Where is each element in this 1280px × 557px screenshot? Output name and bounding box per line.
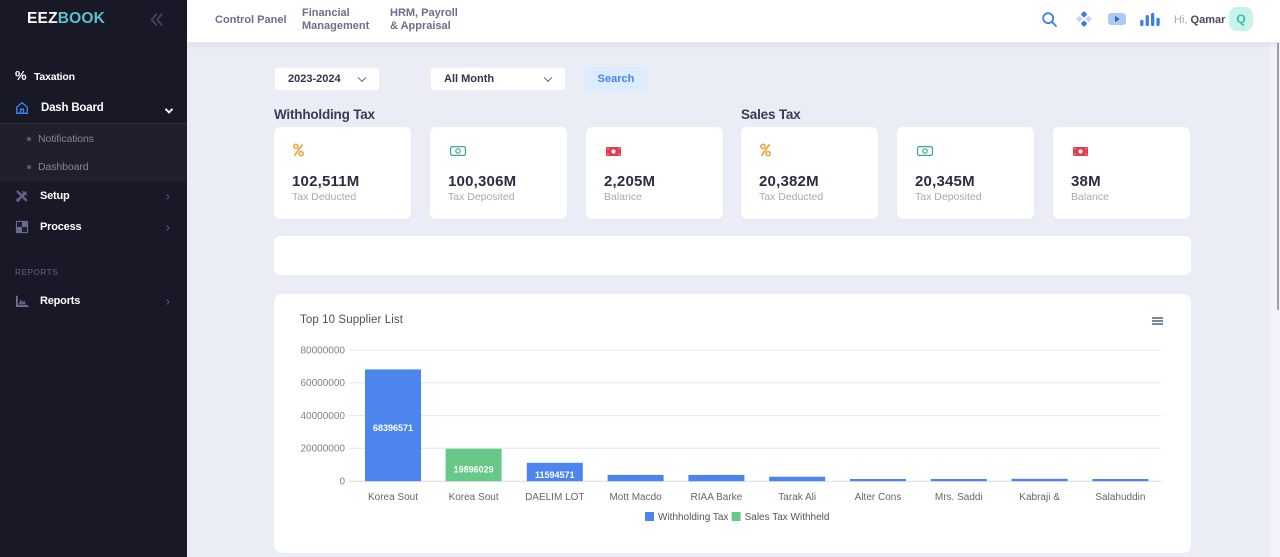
svg-text:Korea Sout: Korea Sout bbox=[449, 492, 499, 503]
svg-text:DAELIM LOT: DAELIM LOT bbox=[525, 492, 584, 503]
svg-text:19896029: 19896029 bbox=[454, 465, 494, 475]
svg-text:0: 0 bbox=[339, 477, 345, 488]
svg-text:40000000: 40000000 bbox=[301, 411, 346, 422]
svg-text:20000000: 20000000 bbox=[301, 444, 346, 455]
svg-text:Mrs. Saddi: Mrs. Saddi bbox=[935, 492, 983, 503]
svg-text:Tarak Ali: Tarak Ali bbox=[778, 492, 816, 503]
svg-text:80000000: 80000000 bbox=[301, 346, 346, 357]
svg-text:Withholding Tax: Withholding Tax bbox=[658, 512, 728, 523]
svg-text:Kabraji &: Kabraji & bbox=[1019, 492, 1060, 503]
svg-text:RIAA Barke: RIAA Barke bbox=[691, 492, 743, 503]
svg-text:68396571: 68396571 bbox=[373, 423, 413, 433]
svg-text:Mott Macdo: Mott Macdo bbox=[609, 492, 662, 503]
svg-text:60000000: 60000000 bbox=[301, 378, 346, 389]
svg-text:Salahuddin: Salahuddin bbox=[1095, 492, 1145, 503]
svg-text:Sales Tax Withheld: Sales Tax Withheld bbox=[745, 512, 830, 523]
svg-text:11594571: 11594571 bbox=[535, 470, 575, 480]
svg-text:Korea Sout: Korea Sout bbox=[368, 492, 418, 503]
svg-text:Alter Cons: Alter Cons bbox=[855, 492, 902, 503]
